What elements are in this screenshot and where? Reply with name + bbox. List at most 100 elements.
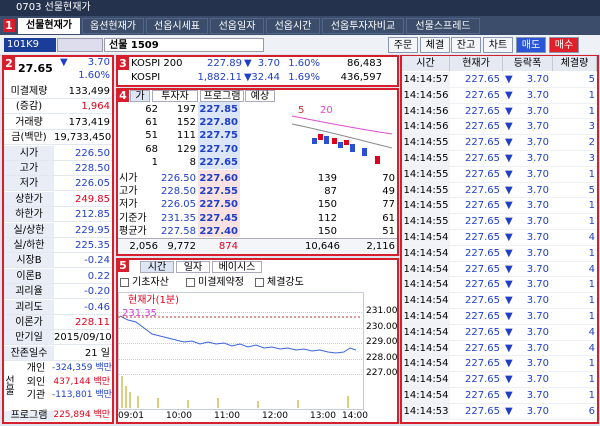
tab[interactable]: 선물스프레드 [406,18,480,34]
price: 227.65 [465,74,500,85]
toolbar-button[interactable]: 주문 [388,37,418,53]
checkbox-label[interactable]: 미결제약정 [198,277,244,288]
price: 227.65 [465,374,500,386]
stat-row [4,99,112,115]
change-sign: ▼ [505,168,513,180]
price-chart-line [118,315,362,408]
tab[interactable]: 옵션현재가 [82,18,144,34]
futures-row-value: -324,359 백만 [52,363,112,374]
futures-row-value: 437,144 백만 [53,376,110,387]
volume: 1 [588,311,595,322]
y-tick-label: 227.00 [366,368,398,378]
stat-value: -0.24 [84,255,110,267]
tab[interactable]: 선옵시세표 [146,18,208,34]
tab[interactable]: 선옵일자 [210,18,264,34]
stat-label: 금(백만) [11,132,47,144]
ask-qty: 111 [176,130,196,142]
x-tick-label: 12:00 [262,411,288,421]
toolbar-button[interactable]: 체결 [420,37,450,53]
price: 227.65 [465,232,500,243]
toolbar-button[interactable]: 잔고 [451,37,481,53]
orderbook-tab[interactable]: 프로그램 [200,90,244,102]
chart-tab[interactable]: 베이시스 [212,261,262,273]
stat-row [4,222,112,238]
toolbar-button[interactable]: 매도 [516,37,546,53]
change: 3.70 [526,153,549,164]
change-sign: ▼ [505,105,513,117]
price: 227.65 [465,279,500,291]
stat-label: 실/하한 [13,240,45,251]
toolbar-button[interactable]: 차트 [483,37,513,53]
total: 2,116 [366,241,395,252]
totals-row [118,238,397,254]
change: 3.70 [526,247,549,259]
time: 14:14:54 [403,358,449,370]
table-header: 체결량 [553,56,597,71]
volume: 1 [588,390,595,401]
index-cell: 32.44 [251,72,280,83]
toolbar-button[interactable]: 매수 [549,37,579,53]
stat-label: 만기일 [15,332,43,344]
change-sign: ▼ [505,342,513,354]
time: 14:14:54 [403,263,449,275]
bid-price-column [198,170,240,237]
bid-label: 저가 [119,199,138,211]
volume: 1 [588,89,595,101]
ask-count: 68 [145,143,158,155]
window-title: 0703 선물현재가 [16,2,91,13]
y-tick-label: 228.00 [366,352,398,363]
orderbook-tab[interactable]: 투자자 [152,90,198,102]
change: 3.70 [526,168,549,180]
change: 3.70 [526,121,549,133]
volume: 1 [588,374,595,386]
stat-label: 저가 [19,178,39,190]
checkbox-label[interactable]: 체결강도 [267,277,304,288]
stat-value: 225.35 [75,240,110,251]
time: 14:14:57 [403,74,449,85]
table-row [402,166,597,183]
table-row [402,340,597,357]
table-row [402,293,597,309]
index-cell: 1.60% [288,58,320,69]
checkbox [120,278,129,287]
time: 14:14:54 [403,295,449,307]
index-cell: ▼ [244,72,252,83]
price: 227.65 [465,168,500,180]
chart-tab[interactable]: 시간 [140,261,174,273]
futures-row-label: 기관 [26,390,46,402]
ask-count: 62 [145,104,158,115]
volume: 1 [588,279,595,291]
tab[interactable]: 선물현재가 [18,18,80,34]
tab[interactable]: 선옵시간 [266,18,320,34]
change: 3.70 [526,295,549,307]
stat-row [4,330,112,346]
index-cell: KOSPI [131,72,161,83]
change: 3.70 [526,137,549,149]
index-cell: 3.70 [257,58,280,69]
volume: 3 [588,121,595,133]
price: 227.65 [465,326,500,338]
stat-value: 226.50 [75,147,110,159]
tab[interactable]: 선옵투자자비교 [322,18,404,34]
index-cell: 436,597 [340,72,382,83]
price: 227.65 [465,358,500,370]
price: 227.65 [465,311,500,322]
table-row [402,372,597,388]
bid-value: 227.58 [161,225,196,237]
orderbook-tab[interactable]: 가 [130,90,150,102]
stat-label: (증감) [15,101,43,113]
checkbox-label[interactable]: 기초자산 [132,277,169,288]
orderbook-tab[interactable]: 예상 [245,90,275,102]
section-marker: 4 [117,89,129,102]
table-row [402,309,597,325]
chart-tab[interactable]: 일자 [176,261,210,273]
table-row [402,324,597,341]
stat-row [4,207,112,223]
change: 3.70 [526,311,549,322]
x-tick-label: 09:01 [118,411,144,421]
volume: 1 [588,168,595,180]
bid-value: 226.05 [161,199,196,211]
bid-value: 228.50 [161,186,196,198]
price: 227.65 [465,342,500,354]
stat-row [4,84,112,99]
